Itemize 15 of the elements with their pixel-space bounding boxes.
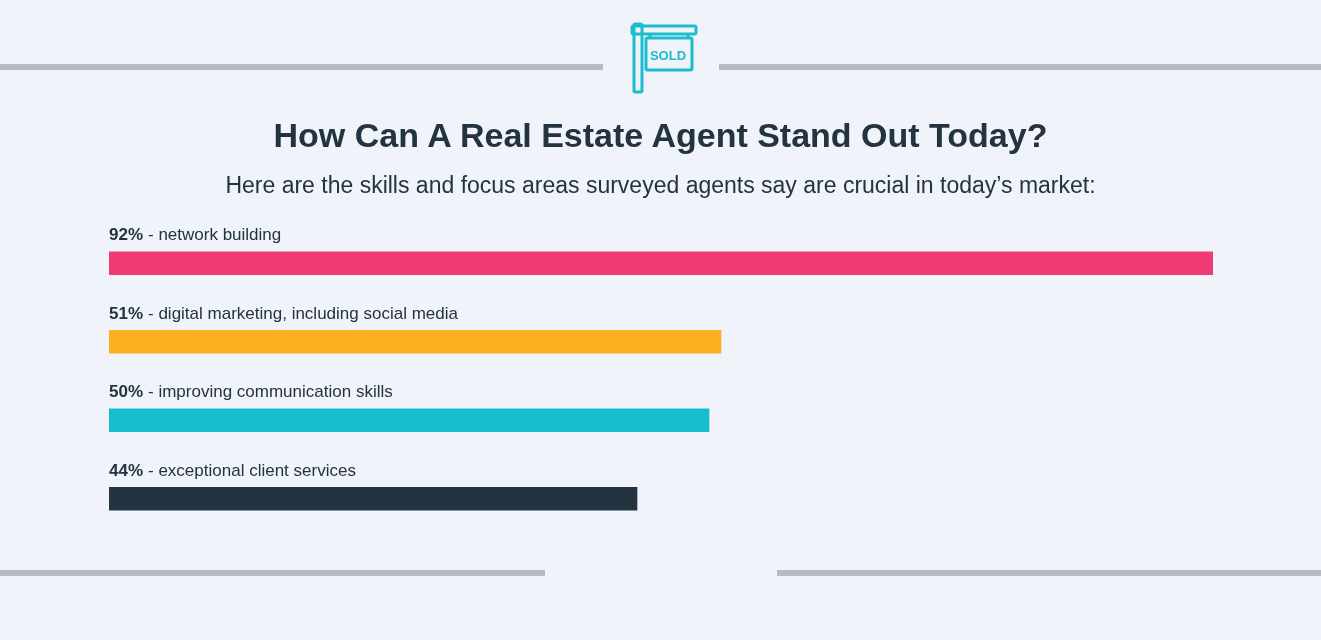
bar (109, 251, 1213, 276)
bar (109, 329, 722, 354)
y-tick-label: - exceptional client services (148, 460, 356, 480)
bar (109, 408, 710, 433)
chart-subtitle: Here are the skills and focus areas surveyed agents say are crucial in today’s market: (224, 171, 1097, 199)
y-tick-label: - improving communication skills (148, 382, 393, 402)
y-tick-label: - network building (148, 225, 282, 245)
chart-title: How Can A Real Estate Agent Stand Out Today? (272, 115, 1049, 156)
y-tick-label: - digital marketing, including social media (148, 303, 459, 323)
data-label: 44% (109, 460, 144, 480)
data-label: 50% (109, 382, 144, 402)
text: SOLD (649, 47, 687, 63)
data-label: 51% (109, 303, 144, 323)
bar (109, 486, 638, 511)
data-label: 92% (109, 225, 144, 245)
